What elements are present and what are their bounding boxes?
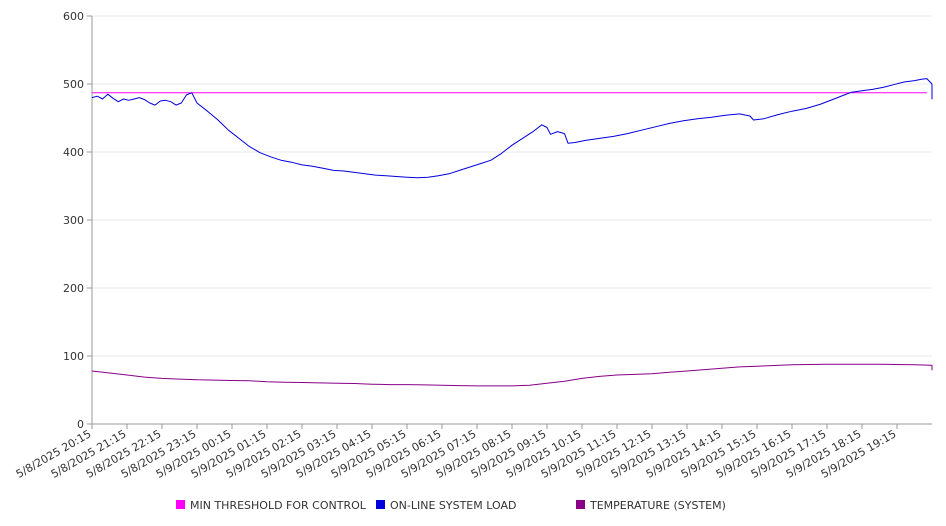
grid-lines [92,15,932,357]
y-tick-label: 200 [63,282,84,295]
y-tick-label: 0 [77,418,84,431]
legend-swatch [576,500,585,509]
legend-label: TEMPERATURE (SYSTEM) [589,499,726,512]
y-tick-label: 500 [63,78,84,91]
legend-label: MIN THRESHOLD FOR CONTROL [190,499,367,512]
legend-label: ON-LINE SYSTEM LOAD [390,499,516,512]
y-tick-label: 100 [63,350,84,363]
y-tick-labels: 0 100 200 300 400 500 600 [63,10,92,431]
legend-swatch [176,500,185,509]
y-tick-label: 400 [63,146,84,159]
series-line-on-line-system-load [91,78,933,179]
x-tick-labels: 5/8/2025 20:155/8/2025 21:155/8/2025 22:… [14,424,899,481]
legend: MIN THRESHOLD FOR CONTROL ON-LINE SYSTEM … [176,499,726,512]
series-line-temperature-system [91,363,933,387]
series-lines [91,78,933,387]
y-tick-label: 300 [63,214,84,227]
y-tick-label: 600 [63,10,84,23]
legend-swatch [376,500,385,509]
